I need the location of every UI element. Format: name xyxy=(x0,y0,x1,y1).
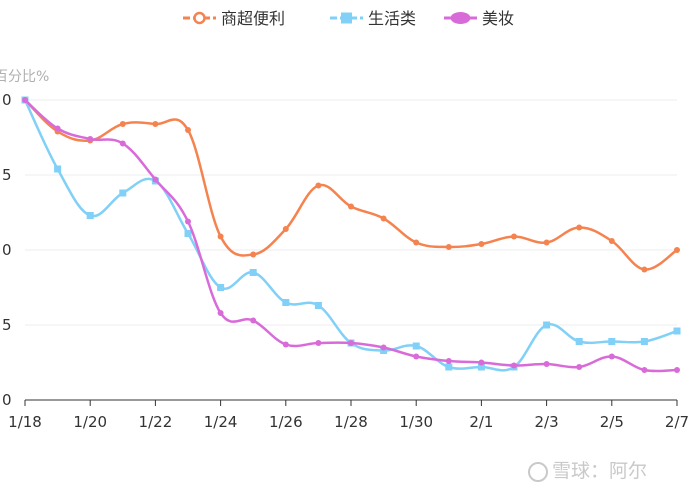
data-point xyxy=(380,215,387,222)
data-point xyxy=(641,367,648,373)
data-point xyxy=(673,327,681,335)
data-point xyxy=(608,338,616,345)
data-point xyxy=(380,344,387,351)
data-point xyxy=(445,363,453,371)
snowball-logo-icon xyxy=(528,461,548,482)
data-point xyxy=(348,203,354,210)
y-tick-label: 0 xyxy=(2,241,12,259)
data-point xyxy=(348,340,354,346)
data-point xyxy=(250,251,257,258)
y-tick-label: 5 xyxy=(2,166,12,184)
data-point xyxy=(641,266,648,273)
data-point xyxy=(445,358,452,364)
legend-label: 商超便利 xyxy=(221,9,285,28)
x-tick-label: 2/5 xyxy=(600,413,624,431)
data-point xyxy=(119,140,126,147)
data-point xyxy=(477,363,485,371)
x-tick-label: 1/22 xyxy=(139,413,173,431)
data-point xyxy=(217,233,224,240)
data-point xyxy=(511,233,517,240)
data-point xyxy=(413,239,420,246)
data-point xyxy=(314,302,322,309)
watermark-text: 雪球：阿尔 xyxy=(552,460,648,482)
data-point xyxy=(152,176,159,183)
x-tick-label: 1/20 xyxy=(73,413,107,431)
data-point xyxy=(217,310,224,316)
x-tick-label: 1/24 xyxy=(204,413,238,431)
data-point xyxy=(282,341,289,348)
data-point xyxy=(22,97,28,103)
data-point xyxy=(249,269,257,276)
data-point xyxy=(478,359,485,366)
x-tick-label: 1/18 xyxy=(8,413,42,431)
data-point xyxy=(576,364,583,370)
data-point xyxy=(543,361,550,367)
x-tick-label: 1/30 xyxy=(399,413,433,431)
data-point xyxy=(543,321,551,329)
legend-label: 美妆 xyxy=(482,9,514,28)
data-point xyxy=(576,224,583,231)
data-point xyxy=(54,125,61,132)
y-axis-label: 百分比% xyxy=(0,69,49,85)
data-point xyxy=(413,353,420,360)
data-point xyxy=(543,239,550,246)
data-point xyxy=(674,367,680,373)
x-tick-label: 2/3 xyxy=(535,413,559,431)
data-point xyxy=(608,238,615,244)
x-tick-label: 2/1 xyxy=(469,413,493,431)
data-point xyxy=(185,218,191,225)
data-point xyxy=(412,342,420,350)
y-tick-label: 0 xyxy=(2,391,12,409)
data-point xyxy=(445,244,452,250)
legend-marker xyxy=(450,12,471,24)
watermark: 雪球：阿尔 xyxy=(528,456,647,483)
data-point xyxy=(152,121,159,127)
data-point xyxy=(575,338,583,345)
data-point xyxy=(54,165,62,173)
data-point xyxy=(674,247,680,253)
data-point xyxy=(119,189,127,197)
legend-marker xyxy=(341,12,352,24)
x-tick-label: 2/7 xyxy=(665,413,689,431)
data-point xyxy=(478,241,485,247)
data-point xyxy=(87,136,94,142)
data-point xyxy=(86,212,94,219)
data-point xyxy=(608,353,615,360)
data-point xyxy=(185,127,191,133)
data-point xyxy=(119,121,126,127)
legend-label: 生活类 xyxy=(368,9,416,28)
data-point xyxy=(315,340,322,346)
data-point xyxy=(217,284,225,291)
data-point xyxy=(250,317,257,324)
data-point xyxy=(640,338,648,345)
x-tick-label: 1/26 xyxy=(269,413,303,431)
y-tick-label: 5 xyxy=(2,316,12,334)
data-point xyxy=(184,230,192,237)
x-tick-label: 1/28 xyxy=(334,413,368,431)
legend-marker xyxy=(193,11,206,25)
y-tick-label: 0 xyxy=(2,91,12,109)
data-point xyxy=(511,362,517,369)
data-point xyxy=(282,299,290,306)
data-point xyxy=(282,226,289,232)
data-point xyxy=(315,182,322,189)
